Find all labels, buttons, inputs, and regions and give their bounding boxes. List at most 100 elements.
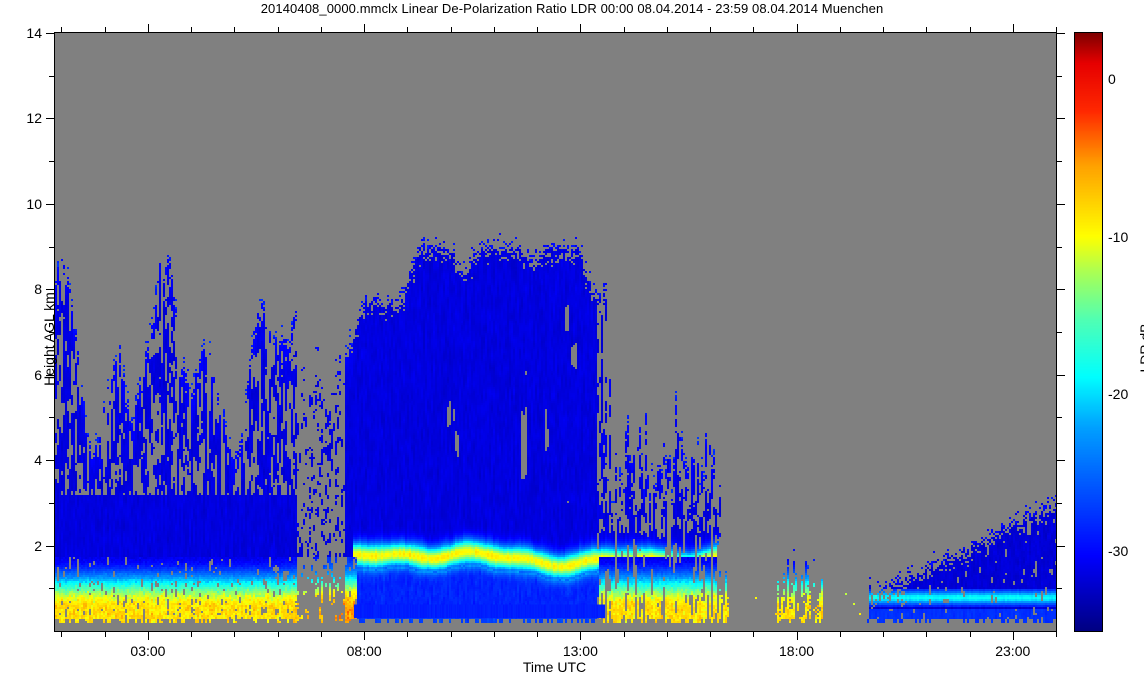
colorbar-tick-label: -10	[1108, 228, 1129, 245]
colorbar-tick-label: -30	[1108, 543, 1129, 560]
x-tick-minor	[883, 27, 885, 33]
plot-axes: 2 4 6 8 10 12 14 03:00 08:00 13:00 18:00 23:00	[26, 24, 1065, 659]
colorbar-tick-label: -20	[1108, 385, 1129, 402]
y-tick-minor	[49, 161, 55, 163]
colorbar-gradient	[1075, 33, 1102, 631]
x-tick-minor	[277, 631, 279, 637]
x-tick-minor	[1056, 27, 1057, 33]
x-tick-minor	[234, 27, 236, 33]
y-tick-major	[46, 545, 55, 547]
y-tick-label: 6	[34, 366, 42, 383]
y-tick-label: 12	[26, 110, 42, 127]
x-tick-major	[364, 631, 366, 640]
y-axis-title: Height AGL km	[41, 292, 57, 386]
x-tick-minor	[407, 27, 409, 33]
x-tick-minor	[320, 27, 322, 33]
x-tick-major	[364, 24, 366, 33]
x-tick-minor	[537, 27, 539, 33]
x-tick-major	[1012, 631, 1014, 640]
x-tick-minor	[104, 27, 106, 33]
y-tick-minor	[1056, 502, 1062, 504]
colorbar-title: LDR dB	[1137, 323, 1144, 373]
y-tick-minor	[49, 332, 55, 333]
figure-title: 20140408_0000.mmclx Linear De-Polarizati…	[260, 1, 884, 16]
x-tick-minor	[493, 27, 495, 33]
y-tick-major	[1056, 460, 1065, 462]
x-tick-minor	[926, 631, 928, 637]
y-tick-major	[1056, 289, 1065, 291]
y-tick-minor	[1056, 417, 1062, 419]
y-tick-major	[1056, 33, 1065, 34]
y-tick-label: 10	[26, 195, 42, 212]
x-tick-minor	[753, 631, 755, 637]
y-tick-minor	[1056, 161, 1062, 163]
x-tick-minor	[969, 27, 971, 33]
x-tick-minor	[537, 631, 539, 637]
x-tick-minor	[969, 631, 971, 637]
y-tick-major	[1056, 545, 1065, 547]
x-tick-major	[796, 24, 798, 33]
x-tick-minor	[666, 27, 668, 33]
y-tick-minor	[1056, 246, 1062, 248]
x-tick-label: 23:00	[995, 643, 1031, 659]
colorbar	[1074, 32, 1103, 632]
x-tick-minor	[407, 631, 409, 637]
x-tick-minor	[61, 27, 63, 33]
x-tick-minor	[839, 27, 841, 33]
x-tick-minor	[710, 27, 712, 33]
x-tick-major	[147, 24, 149, 33]
x-tick-minor	[710, 631, 712, 637]
x-tick-minor	[104, 631, 106, 637]
y-tick-minor	[49, 588, 55, 590]
y-tick-label: 4	[34, 452, 42, 469]
x-tick-label: 03:00	[130, 643, 166, 659]
x-tick-minor	[191, 631, 193, 637]
x-tick-minor	[320, 631, 322, 637]
x-tick-minor	[277, 27, 279, 33]
ldr-heatmap-canvas	[55, 33, 1056, 631]
x-tick-minor	[450, 27, 452, 33]
x-tick-minor	[926, 27, 928, 33]
x-tick-label: 18:00	[779, 643, 815, 659]
y-tick-major	[46, 460, 55, 462]
colorbar-tick-label: 0	[1108, 71, 1116, 88]
y-tick-major	[1056, 118, 1065, 120]
y-tick-major	[46, 118, 55, 120]
x-tick-minor	[839, 631, 841, 637]
x-tick-minor	[883, 631, 885, 637]
y-tick-minor	[1056, 75, 1062, 77]
x-tick-minor	[450, 631, 452, 637]
y-tick-minor	[49, 75, 55, 77]
y-tick-minor	[49, 246, 55, 248]
y-tick-label: 8	[34, 281, 42, 298]
y-tick-major	[46, 203, 55, 205]
y-tick-label: 2	[34, 537, 42, 554]
x-tick-minor	[1056, 631, 1057, 637]
x-axis-title: Time UTC	[522, 659, 587, 675]
x-tick-label: 13:00	[562, 643, 598, 659]
x-tick-minor	[753, 27, 755, 33]
x-tick-minor	[623, 631, 625, 637]
x-tick-major	[1012, 24, 1014, 33]
y-tick-major	[1056, 203, 1065, 205]
y-tick-major	[46, 289, 55, 291]
x-tick-minor	[493, 631, 495, 637]
y-tick-major	[46, 374, 55, 376]
x-tick-minor	[666, 631, 668, 637]
y-tick-minor	[49, 417, 55, 419]
y-tick-minor	[49, 502, 55, 504]
y-tick-label: 14	[26, 25, 42, 41]
x-tick-minor	[191, 27, 193, 33]
x-tick-minor	[234, 631, 236, 637]
y-tick-minor	[1056, 332, 1062, 333]
x-tick-major	[796, 631, 798, 640]
x-tick-major	[580, 631, 582, 640]
y-tick-major	[46, 33, 55, 34]
y-tick-minor	[1056, 588, 1062, 590]
x-tick-minor	[61, 631, 63, 637]
x-tick-minor	[623, 27, 625, 33]
x-tick-major	[580, 24, 582, 33]
y-tick-major	[1056, 374, 1065, 376]
x-tick-major	[147, 631, 149, 640]
